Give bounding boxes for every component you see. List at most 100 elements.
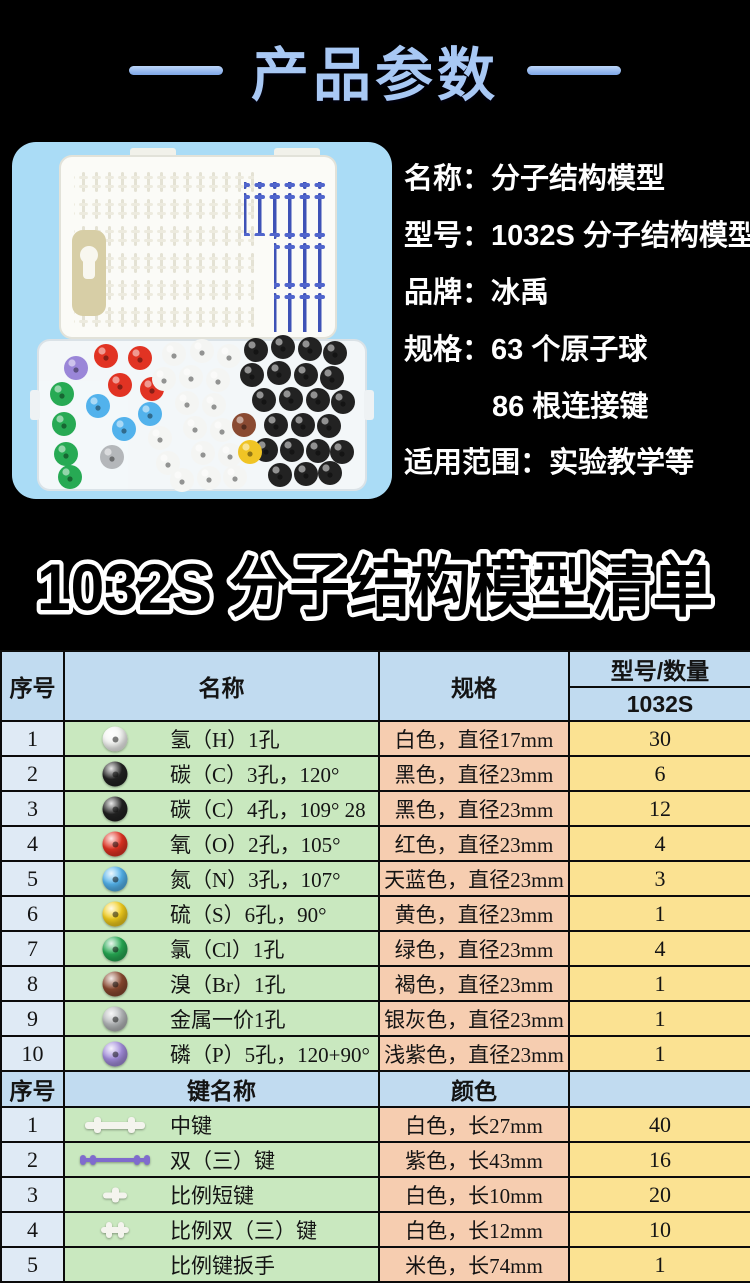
- row-name-cell: 溴（Br）1孔: [63, 965, 380, 1002]
- row-name: 比例键扳手: [170, 1253, 275, 1278]
- brown-atom-ball-icon: [102, 971, 128, 996]
- bonds-header-row: 序号 键名称 颜色: [0, 1070, 750, 1108]
- box-lid: [59, 148, 337, 339]
- row-qty: 40: [568, 1106, 750, 1143]
- row-spec: 黑色，直径23mm: [378, 755, 570, 792]
- table-row-bond-2: 2 双（三）键 紫色，长43mm 16: [0, 1141, 750, 1178]
- white-atom-ball-icon: [102, 726, 128, 751]
- list-title-text: 1032S 分子结构模型清单: [37, 550, 713, 624]
- header-model-qty: 型号/数量: [568, 650, 750, 688]
- row-seq: 4: [0, 825, 65, 862]
- row-name: 氯（Cl）1孔: [170, 937, 285, 962]
- row-spec: 天蓝色，直径23mm: [378, 860, 570, 897]
- row-name-cell: 硫（S）6孔，90°: [63, 895, 380, 932]
- row-name: 碳（C）3孔，120°: [170, 762, 340, 787]
- page-title: 产品参数: [250, 43, 499, 108]
- product-specs: 名称：分子结构模型 型号：1032S 分子结构模型 品牌：冰禹 规格：63 个原…: [404, 142, 750, 499]
- row-name: 磷（P）5孔，120+90°: [170, 1042, 370, 1067]
- mid-bond-icon: [85, 1116, 145, 1133]
- row-name-cell: 比例双（三）键: [63, 1211, 380, 1248]
- banner-dash-right: [527, 65, 621, 75]
- row-name: 双（三）键: [170, 1148, 275, 1173]
- banner: 产品参数: [0, 30, 750, 110]
- row-spec: 绿色，直径23mm: [378, 930, 570, 967]
- row-name: 氧（O）2孔，105°: [170, 832, 341, 857]
- row-name: 碳（C）4孔，109° 28: [170, 797, 366, 822]
- parts-table: 序号 名称 规格 型号/数量 1032S 1 氢（H）1孔 白色，直径17mm …: [0, 650, 750, 1283]
- row-name-cell: 双（三）键: [63, 1141, 380, 1178]
- row-seq: 3: [0, 1176, 65, 1213]
- row-seq: 5: [0, 860, 65, 897]
- product-photo: [30, 148, 374, 492]
- row-name-cell: 金属一价1孔: [63, 1000, 380, 1037]
- row-name-cell: 碳（C）3孔，120°: [63, 755, 380, 792]
- row-spec: 白色，长27mm: [378, 1106, 570, 1143]
- purple-atom-ball-icon: [102, 1041, 128, 1066]
- row-spec: 紫色，长43mm: [378, 1141, 570, 1178]
- header-name: 名称: [63, 650, 380, 722]
- row-seq: 8: [0, 965, 65, 1002]
- table-row-atom-5: 5 氮（N）3孔，107° 天蓝色，直径23mm 3: [0, 860, 750, 897]
- row-qty: 30: [568, 720, 750, 757]
- row-seq: 1: [0, 720, 65, 757]
- row-name-cell: 氧（O）2孔，105°: [63, 825, 380, 862]
- row-name-cell: 氢（H）1孔: [63, 720, 380, 757]
- row-spec: 米色，长74mm: [378, 1246, 570, 1283]
- row-name: 中键: [170, 1113, 212, 1138]
- blue-atom-ball-icon: [102, 866, 128, 891]
- row-qty: 20: [568, 1176, 750, 1213]
- table-row-atom-1: 1 氢（H）1孔 白色，直径17mm 30: [0, 720, 750, 757]
- table-row-atom-6: 6 硫（S）6孔，90° 黄色，直径23mm 1: [0, 895, 750, 932]
- yellow-atom-ball-icon: [102, 901, 128, 926]
- row-spec: 褐色，直径23mm: [378, 965, 570, 1002]
- spec-line-spec: 规格：63 个原子球: [404, 333, 648, 366]
- table-row-bond-3: 3 比例短键 白色，长10mm 20: [0, 1176, 750, 1213]
- row-name-cell: 比例短键: [63, 1176, 380, 1213]
- row-spec: 红色，直径23mm: [378, 825, 570, 862]
- row-seq: 2: [0, 1141, 65, 1178]
- table-row-atom-10: 10 磷（P）5孔，120+90° 浅紫色，直径23mm 1: [0, 1035, 750, 1072]
- spec-line-name: 名称：分子结构模型: [404, 163, 666, 195]
- table-row-atom-2: 2 碳（C）3孔，120° 黑色，直径23mm 6: [0, 755, 750, 792]
- bond-header-color: 颜色: [378, 1070, 570, 1108]
- spec-line-brand: 品牌：冰禹: [404, 276, 550, 309]
- row-name: 金属一价1孔: [170, 1007, 286, 1032]
- row-name: 硫（S）6孔，90°: [170, 902, 327, 927]
- list-title: 1032S 分子结构模型清单: [0, 536, 750, 636]
- header-seq: 序号: [0, 650, 65, 722]
- row-spec: 浅紫色，直径23mm: [378, 1035, 570, 1072]
- row-qty: 1: [568, 1035, 750, 1072]
- bond-header-seq: 序号: [0, 1070, 65, 1108]
- row-spec: 黄色，直径23mm: [378, 895, 570, 932]
- row-qty: 1: [568, 1000, 750, 1037]
- row-spec: 黑色，直径23mm: [378, 790, 570, 827]
- atoms-header-row: 序号 名称 规格 型号/数量: [0, 650, 750, 722]
- row-seq: 5: [0, 1246, 65, 1283]
- row-spec: 银灰色，直径23mm: [378, 1000, 570, 1037]
- row-qty: 6: [568, 755, 750, 792]
- row-name-cell: 碳（C）4孔，109° 28: [63, 790, 380, 827]
- row-qty: 12: [568, 790, 750, 827]
- row-qty: 4: [568, 825, 750, 862]
- row-name-cell: 氯（Cl）1孔: [63, 930, 380, 967]
- header-model: 1032S: [568, 686, 750, 722]
- silver-atom-ball-icon: [102, 1006, 128, 1031]
- row-seq: 3: [0, 790, 65, 827]
- bond-header-empty: [568, 1070, 750, 1108]
- table-row-bond-5: 5 比例键扳手 米色，长74mm 1: [0, 1246, 750, 1283]
- red-atom-ball-icon: [102, 831, 128, 856]
- row-qty: 10: [568, 1211, 750, 1248]
- short-bond-icon: [103, 1187, 127, 1202]
- row-spec: 白色，长12mm: [378, 1211, 570, 1248]
- row-name-cell: 氮（N）3孔，107°: [63, 860, 380, 897]
- spec-line-usage: 适用范围：实验教学等: [404, 447, 695, 480]
- row-qty: 1: [568, 895, 750, 932]
- banner-dash-left: [128, 65, 223, 75]
- table-row-atom-4: 4 氧（O）2孔，105° 红色，直径23mm 4: [0, 825, 750, 862]
- row-name-cell: 比例键扳手: [63, 1246, 380, 1283]
- row-name: 比例短键: [170, 1183, 254, 1208]
- green-atom-ball-icon: [102, 936, 128, 961]
- table-row-bond-1: 1 中键 白色，长27mm 40: [0, 1106, 750, 1143]
- black-atom-ball-icon: [102, 796, 128, 821]
- spec-line-model: 型号：1032S 分子结构模型: [404, 219, 750, 252]
